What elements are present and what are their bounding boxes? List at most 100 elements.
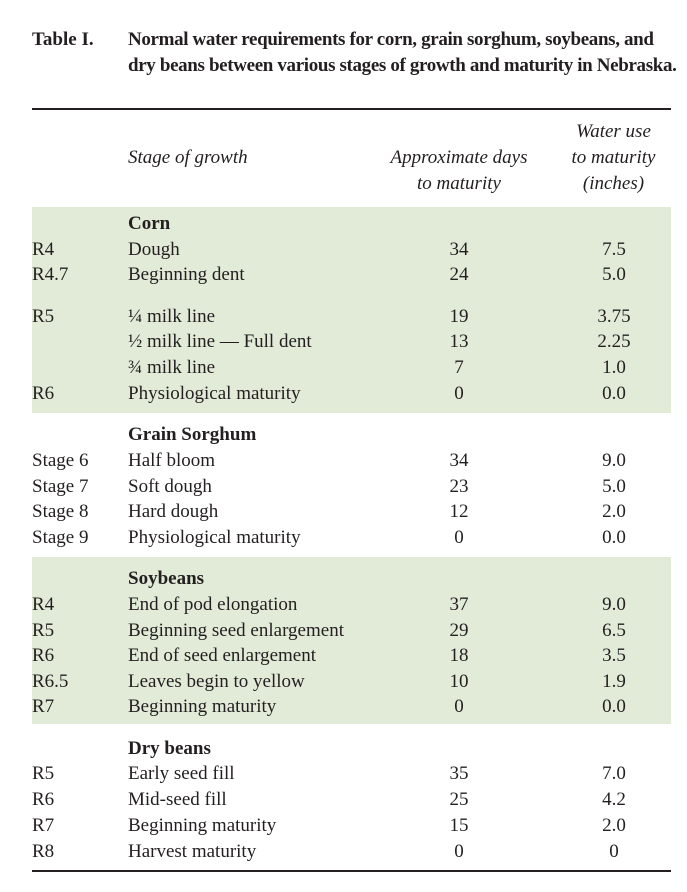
water-use-inches: 5.0 xyxy=(602,476,626,497)
growth-stage-code: R4 xyxy=(32,239,55,260)
water-use-inches: 4.2 xyxy=(602,789,626,810)
header-stage-text: Stage of growth xyxy=(128,147,248,168)
crop-band-shading xyxy=(32,557,671,724)
table-title: Normal water requirements for corn, grai… xyxy=(128,29,677,76)
days-to-maturity: 29 xyxy=(449,620,469,641)
days-to-maturity: 15 xyxy=(449,815,469,836)
growth-stage-code: R6 xyxy=(32,383,55,404)
table-row: ½ milk line — Full dent 13 2.25 xyxy=(0,329,687,355)
growth-stage-code: Stage 7 xyxy=(32,476,89,497)
header-stage-of-growth: Stage of growth xyxy=(128,145,248,171)
table-top-rule xyxy=(32,108,671,110)
table-row: R5 Beginning seed enlargement 29 6.5 xyxy=(0,618,687,644)
table-row: R7 Beginning maturity 15 2.0 xyxy=(0,813,687,839)
growth-stage-name: Half bloom xyxy=(128,450,216,471)
header-water-line-3: (inches) xyxy=(582,173,645,194)
header-days-line-2: to maturity xyxy=(417,173,501,194)
table-row: R6 Physiological maturity 0 0.0 xyxy=(0,381,687,407)
header-approximate-days: Approximate days to maturity xyxy=(376,145,542,197)
water-use-inches: 0.0 xyxy=(602,696,626,717)
growth-stage-code: R6 xyxy=(32,645,55,666)
growth-stage-code: R6.5 xyxy=(32,671,69,692)
days-to-maturity: 34 xyxy=(449,239,469,260)
growth-stage-code: R4 xyxy=(32,594,55,615)
water-use-inches: 2.0 xyxy=(602,815,626,836)
water-use-inches: 7.0 xyxy=(602,763,626,784)
growth-stage-code: R8 xyxy=(32,841,55,862)
growth-stage-name: Beginning dent xyxy=(128,264,245,285)
table-row: R6 Mid-seed fill 25 4.2 xyxy=(0,787,687,813)
table-row: Stage 6 Half bloom 34 9.0 xyxy=(0,448,687,474)
crop-heading: Corn xyxy=(128,213,171,234)
water-use-inches: 3.5 xyxy=(602,645,626,666)
growth-stage-name: Beginning maturity xyxy=(128,815,277,836)
days-to-maturity: 12 xyxy=(449,501,469,522)
crop-heading: Soybeans xyxy=(128,568,205,589)
days-to-maturity: 34 xyxy=(449,450,469,471)
table-row: Stage 7 Soft dough 23 5.0 xyxy=(0,474,687,500)
crop-heading: Grain Sorghum xyxy=(128,424,257,445)
growth-stage-name: Hard dough xyxy=(128,501,219,522)
header-water-use: Water use to maturity (inches) xyxy=(556,119,671,197)
table-row: ¾ milk line 7 1.0 xyxy=(0,355,687,381)
days-to-maturity: 0 xyxy=(454,527,464,548)
water-use-inches: 2.0 xyxy=(602,501,626,522)
table-row: R4 Dough 34 7.5 xyxy=(0,237,687,263)
table-row: R5 Early seed fill 35 7.0 xyxy=(0,761,687,787)
water-use-inches: 1.0 xyxy=(602,357,626,378)
water-use-inches: 9.0 xyxy=(602,594,626,615)
water-use-inches: 0.0 xyxy=(602,527,626,548)
growth-stage-code: R5 xyxy=(32,306,55,327)
table-row: R6 End of seed enlargement 18 3.5 xyxy=(0,643,687,669)
crop-heading: Dry beans xyxy=(128,738,211,759)
table-row: R5 ¼ milk line 19 3.75 xyxy=(0,304,687,330)
growth-stage-name: Physiological maturity xyxy=(128,383,301,404)
header-water-line-1: Water use xyxy=(576,121,651,142)
growth-stage-code: R7 xyxy=(32,696,55,717)
days-to-maturity: 0 xyxy=(454,841,464,862)
growth-stage-name: Beginning maturity xyxy=(128,696,277,717)
table-row: R4 End of pod elongation 37 9.0 xyxy=(0,592,687,618)
growth-stage-name: Physiological maturity xyxy=(128,527,301,548)
growth-stage-code: R7 xyxy=(32,815,55,836)
days-to-maturity: 7 xyxy=(454,357,464,378)
table-row: R6.5 Leaves begin to yellow 10 1.9 xyxy=(0,669,687,695)
growth-stage-name: Dough xyxy=(128,239,180,260)
growth-stage-code: R4.7 xyxy=(32,264,69,285)
growth-stage-name: ½ milk line — Full dent xyxy=(128,331,312,352)
table-row: R7 Beginning maturity 0 0.0 xyxy=(0,694,687,720)
days-to-maturity: 25 xyxy=(449,789,469,810)
table-row: Stage 9 Physiological maturity 0 0.0 xyxy=(0,525,687,551)
days-to-maturity: 35 xyxy=(449,763,469,784)
table-label: Table I. xyxy=(32,29,94,50)
growth-stage-code: R6 xyxy=(32,789,55,810)
days-to-maturity: 24 xyxy=(449,264,469,285)
water-use-inches: 0 xyxy=(609,841,619,862)
days-to-maturity: 13 xyxy=(449,331,469,352)
table-bottom-rule xyxy=(32,870,671,872)
water-use-inches: 6.5 xyxy=(602,620,626,641)
table-row: Stage 8 Hard dough 12 2.0 xyxy=(0,499,687,525)
growth-stage-name: End of seed enlargement xyxy=(128,645,316,666)
growth-stage-code: Stage 6 xyxy=(32,450,89,471)
water-use-inches: 2.25 xyxy=(597,331,631,352)
water-use-inches: 0.0 xyxy=(602,383,626,404)
days-to-maturity: 10 xyxy=(449,671,469,692)
growth-stage-name: Mid-seed fill xyxy=(128,789,227,810)
header-water-line-2: to maturity xyxy=(571,147,656,168)
growth-stage-code: Stage 9 xyxy=(32,527,89,548)
growth-stage-name: Early seed fill xyxy=(128,763,235,784)
days-to-maturity: 23 xyxy=(449,476,469,497)
days-to-maturity: 19 xyxy=(449,306,469,327)
days-to-maturity: 18 xyxy=(449,645,469,666)
days-to-maturity: 0 xyxy=(454,696,464,717)
header-days-line-1: Approximate days xyxy=(390,147,528,168)
water-use-inches: 3.75 xyxy=(597,306,631,327)
water-use-inches: 9.0 xyxy=(602,450,626,471)
growth-stage-name: ¾ milk line xyxy=(128,357,216,378)
growth-stage-code: R5 xyxy=(32,763,55,784)
water-use-inches: 1.9 xyxy=(602,671,626,692)
growth-stage-name: Soft dough xyxy=(128,476,212,497)
growth-stage-name: ¼ milk line xyxy=(128,306,216,327)
days-to-maturity: 37 xyxy=(449,594,469,615)
